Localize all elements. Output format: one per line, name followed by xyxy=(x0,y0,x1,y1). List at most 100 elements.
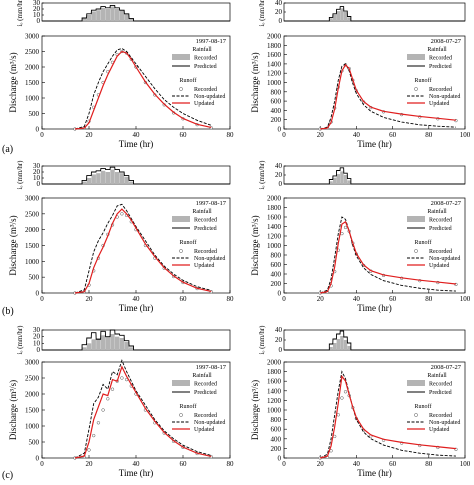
xtick-label: 0 xyxy=(40,295,44,303)
recorded-runoff-point xyxy=(340,396,344,400)
rain-ytick-label: 20 xyxy=(275,171,283,179)
xtick-label: 0 xyxy=(282,131,286,139)
rain-bar-recorded xyxy=(82,18,87,21)
xtick-label: 80 xyxy=(425,295,433,303)
rain-bar-recorded xyxy=(91,11,96,21)
recorded-runoff-point xyxy=(333,434,337,439)
recorded-runoff-point xyxy=(120,376,124,380)
ytick-label: 400 xyxy=(271,271,282,279)
rain-axis-label: iₒ (mm/hr) xyxy=(258,0,266,27)
rain-bar-recorded xyxy=(347,346,351,350)
ytick-label: 800 xyxy=(271,416,282,424)
rain-bar-recorded xyxy=(329,347,333,350)
legend-non-updated-label: Non-updated xyxy=(194,256,225,262)
legend-recorded-runoff-label: Recorded xyxy=(194,87,217,93)
rain-bar-recorded xyxy=(119,173,125,184)
recorded-runoff-point xyxy=(106,397,110,401)
recorded-runoff-point xyxy=(96,421,101,425)
rain-bar-recorded xyxy=(129,18,134,21)
legend-recorded-rain-swatch xyxy=(407,380,425,386)
xtick-label: 20 xyxy=(86,295,94,303)
rain-bar-recorded xyxy=(336,174,341,184)
legend-non-updated-label: Non-updated xyxy=(429,256,460,262)
rain-axes-frame xyxy=(41,329,231,351)
ytick-label: 1000 xyxy=(267,79,282,87)
xtick-label: 20 xyxy=(317,131,325,139)
rain-axis-label: iₒ (mm/hr) xyxy=(16,325,24,355)
ytick-label: 1600 xyxy=(267,51,282,59)
legend-rainfall-title: Rainfall xyxy=(427,208,447,215)
rain-ytick-label: 30 xyxy=(33,162,41,170)
xtick-label: 80 xyxy=(227,131,235,139)
legend-updated-label: Updated xyxy=(194,263,214,269)
legend-recorded-rain-label: Recorded xyxy=(194,56,217,62)
updated-runoff-line xyxy=(74,208,212,294)
legend-recorded-rain-swatch xyxy=(172,380,190,386)
non-updated-runoff-line xyxy=(74,359,212,459)
legend-updated-label: Updated xyxy=(194,427,214,433)
recorded-runoff-point xyxy=(110,387,115,391)
legend-rainfall-title: Rainfall xyxy=(192,46,212,53)
recorded-runoff-point xyxy=(340,231,344,236)
rain-bar-recorded xyxy=(110,334,115,350)
panel-label-b: (b) xyxy=(2,306,14,317)
rain-bar-recorded xyxy=(91,174,96,184)
ytick-label: 1000 xyxy=(25,258,40,266)
rain-predicted-step-line xyxy=(284,6,465,22)
ytick-label: 1200 xyxy=(267,70,282,78)
ytick-label: 200 xyxy=(271,116,282,124)
x-axis-label: Time (hr) xyxy=(357,303,391,313)
ytick-label: 1000 xyxy=(267,407,282,415)
ytick-label: 1400 xyxy=(267,223,282,231)
rain-bar-recorded xyxy=(340,171,344,184)
rain-bar-recorded xyxy=(347,17,351,21)
ytick-label: 3000 xyxy=(25,195,40,203)
ytick-label: 1400 xyxy=(267,60,282,68)
rain-ytick-label: 20 xyxy=(33,333,41,341)
ytick-label: 0 xyxy=(36,126,40,134)
ytick-label: 400 xyxy=(271,107,282,115)
legend-updated-label: Updated xyxy=(429,263,449,269)
ytick-label: 200 xyxy=(271,445,282,453)
rain-bar-recorded xyxy=(82,347,87,350)
ytick-label: 0 xyxy=(278,290,282,298)
rain-ytick-label: 10 xyxy=(33,174,41,182)
rain-bar-recorded xyxy=(332,14,337,21)
ytick-label: 1200 xyxy=(267,233,282,241)
ytick-label: 2000 xyxy=(25,64,40,72)
ytick-label: 800 xyxy=(271,88,282,96)
rain-ytick-label: 20 xyxy=(275,8,283,16)
updated-runoff-line xyxy=(320,374,457,459)
ytick-label: 2500 xyxy=(25,210,40,218)
rain-axes-frame xyxy=(283,165,466,185)
y-axis-label: Discharge (m³/s) xyxy=(250,52,260,112)
legend-recorded-runoff-marker xyxy=(414,87,418,91)
rain-bar-recorded xyxy=(340,8,344,21)
rain-bar-recorded xyxy=(110,6,115,21)
rain-bar-recorded xyxy=(82,181,87,184)
rain-ytick-label: 40 xyxy=(275,0,283,7)
rain-bar-recorded xyxy=(86,15,92,21)
ytick-label: 1000 xyxy=(25,423,40,431)
rain-bar-recorded xyxy=(96,173,101,184)
rain-ytick-label: 10 xyxy=(33,11,41,19)
ytick-label: 600 xyxy=(271,426,282,434)
rain-axes-frame xyxy=(41,165,231,185)
xtick-label: 100 xyxy=(460,131,471,139)
rain-bar-recorded xyxy=(329,181,333,184)
rain-predicted-step-line xyxy=(42,4,230,22)
ytick-label: 500 xyxy=(29,439,40,447)
rain-axes-frame xyxy=(41,2,231,22)
non-updated-runoff-line xyxy=(74,203,212,294)
ytick-label: 2000 xyxy=(25,391,40,399)
legend-recorded-rain-label: Recorded xyxy=(194,382,217,388)
ytick-label: 1500 xyxy=(25,242,40,250)
legend-rainfall-title: Rainfall xyxy=(192,372,212,379)
ytick-label: 1400 xyxy=(267,387,282,395)
rain-ytick-label: 0 xyxy=(37,346,41,354)
legend-updated-label: Updated xyxy=(429,427,449,433)
y-axis-label: Discharge (m³/s) xyxy=(250,215,260,275)
